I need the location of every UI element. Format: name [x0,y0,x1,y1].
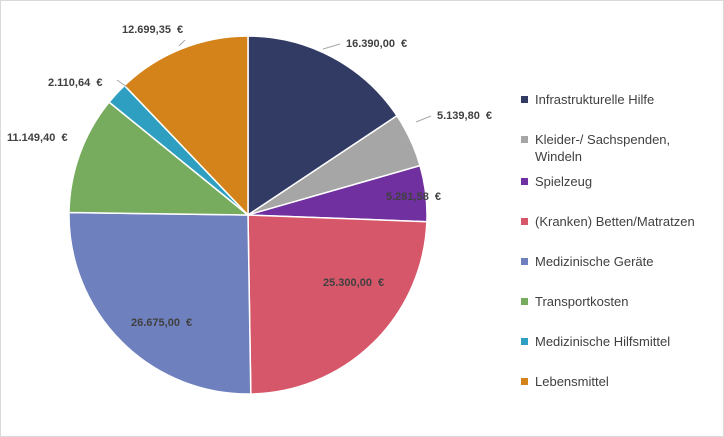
pie-slice-lebensmittel [123,35,249,217]
data-label-leader-line [116,79,128,88]
data-label-4: 25.300,00 € [323,277,384,289]
data-label-2: 5.139,80 € [437,110,492,122]
data-label-leader-line [415,115,432,123]
legend-item-spielzeug: Spielzeug [521,173,592,190]
legend-item-medizinische-geraete: Medizinische Geräte [521,253,654,270]
pie-slice-medizinische-geräte [68,211,252,395]
legend-item-transportkosten: Transportkosten [521,293,628,310]
legend-label: Lebensmittel [535,374,609,389]
legend-swatch [521,136,528,143]
legend-item-infrastrukturelle-hilfe: Infrastrukturelle Hilfe [521,91,654,108]
data-label-3: 5.281,58 € [386,191,441,203]
data-label-7: 2.110,64 € [48,77,102,89]
legend-swatch [521,96,528,103]
pie-slice-infrastrukturelle-hilfe [247,35,399,217]
legend-item-medizinische-hilfsmittel: Medizinische Hilfsmittel [521,333,670,350]
legend-label: Medizinische Hilfsmittel [535,334,671,349]
pie-slice-kranken-betten-matratzen [247,214,428,395]
legend-label: (Kranken) Betten/Matratzen [535,214,695,229]
data-label-leader-line [178,39,186,47]
legend-swatch [521,338,528,345]
legend-label: Infrastrukturelle Hilfe [535,92,655,107]
legend-item-kranken-betten: (Kranken) Betten/Matratzen [521,213,695,230]
pie-slice-transportkosten [68,101,251,216]
legend-item-kleider-sachspenden: Kleider-/ Sachspenden, Windeln [521,131,670,165]
legend-swatch [521,218,528,225]
legend-swatch [521,178,528,185]
legend-label: Spielzeug [535,174,593,189]
data-label-5: 26.675,00 € [131,317,192,329]
data-label-1: 16.390,00 € [346,38,407,50]
data-label-8: 12.699,35 € [122,24,183,36]
legend-swatch [521,298,528,305]
legend-label: Kleider-/ Sachspenden, [535,132,671,147]
data-label-leader-line [322,43,341,50]
legend-item-lebensmittel: Lebensmittel [521,373,609,390]
legend-label: Transportkosten [535,294,629,309]
legend-swatch [521,258,528,265]
data-label-6: 11.149,40 € [7,132,68,144]
legend-swatch [521,378,528,385]
legend-label: Medizinische Geräte [535,254,654,269]
legend-label-line2: Windeln [535,149,582,164]
